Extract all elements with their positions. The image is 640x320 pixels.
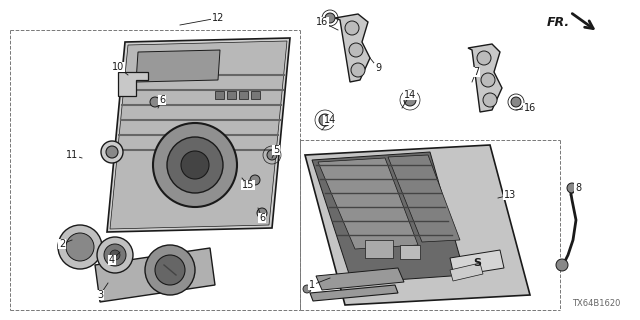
Polygon shape bbox=[388, 155, 460, 242]
Text: 3: 3 bbox=[97, 290, 103, 300]
Text: 8: 8 bbox=[575, 183, 581, 193]
Circle shape bbox=[145, 245, 195, 295]
Text: 16: 16 bbox=[316, 17, 328, 27]
Circle shape bbox=[567, 183, 577, 193]
Circle shape bbox=[66, 233, 94, 261]
Polygon shape bbox=[110, 41, 287, 229]
Circle shape bbox=[351, 63, 365, 77]
Polygon shape bbox=[107, 38, 290, 232]
Text: 5: 5 bbox=[273, 145, 279, 155]
Bar bbox=[239, 91, 248, 99]
Polygon shape bbox=[136, 50, 220, 82]
Polygon shape bbox=[335, 14, 370, 82]
Text: S: S bbox=[473, 258, 481, 268]
Text: 13: 13 bbox=[504, 190, 516, 200]
Text: 2: 2 bbox=[59, 239, 65, 249]
Circle shape bbox=[104, 244, 126, 266]
Circle shape bbox=[110, 250, 120, 260]
Text: 15: 15 bbox=[242, 180, 254, 190]
Circle shape bbox=[153, 123, 237, 207]
Polygon shape bbox=[118, 72, 148, 96]
Circle shape bbox=[319, 114, 331, 126]
Circle shape bbox=[404, 94, 416, 106]
Circle shape bbox=[303, 285, 311, 293]
Bar bbox=[215, 91, 224, 99]
Circle shape bbox=[150, 97, 160, 107]
Text: 12: 12 bbox=[212, 13, 224, 23]
Bar bbox=[227, 91, 236, 99]
Circle shape bbox=[511, 97, 521, 107]
Circle shape bbox=[181, 151, 209, 179]
Circle shape bbox=[58, 225, 102, 269]
Polygon shape bbox=[305, 145, 530, 305]
Polygon shape bbox=[312, 152, 465, 283]
Text: 14: 14 bbox=[324, 115, 336, 125]
Text: 16: 16 bbox=[524, 103, 536, 113]
Text: 6: 6 bbox=[159, 95, 165, 105]
Circle shape bbox=[481, 73, 495, 87]
Text: 11: 11 bbox=[66, 150, 78, 160]
Polygon shape bbox=[450, 263, 483, 281]
Circle shape bbox=[477, 51, 491, 65]
Text: TX64B1620: TX64B1620 bbox=[572, 299, 620, 308]
Text: FR.: FR. bbox=[547, 15, 570, 28]
Text: 4: 4 bbox=[109, 255, 115, 265]
Circle shape bbox=[325, 13, 335, 23]
Text: 9: 9 bbox=[375, 63, 381, 73]
Text: 6: 6 bbox=[259, 213, 265, 223]
Circle shape bbox=[106, 146, 118, 158]
Polygon shape bbox=[450, 250, 504, 276]
Circle shape bbox=[267, 150, 277, 160]
Polygon shape bbox=[318, 158, 418, 249]
Polygon shape bbox=[468, 44, 502, 112]
Bar bbox=[365, 240, 393, 258]
Polygon shape bbox=[95, 248, 215, 302]
Circle shape bbox=[483, 93, 497, 107]
Bar bbox=[400, 245, 420, 259]
Polygon shape bbox=[316, 268, 404, 290]
Circle shape bbox=[155, 255, 185, 285]
Circle shape bbox=[556, 259, 568, 271]
Circle shape bbox=[167, 137, 223, 193]
Text: 10: 10 bbox=[112, 62, 124, 72]
Circle shape bbox=[349, 43, 363, 57]
Text: 1: 1 bbox=[309, 280, 315, 290]
Bar bbox=[251, 91, 260, 99]
Circle shape bbox=[101, 141, 123, 163]
Circle shape bbox=[257, 208, 267, 218]
Polygon shape bbox=[310, 285, 398, 301]
Circle shape bbox=[345, 21, 359, 35]
Circle shape bbox=[250, 175, 260, 185]
Text: 14: 14 bbox=[404, 90, 416, 100]
Circle shape bbox=[97, 237, 133, 273]
Text: 7: 7 bbox=[473, 67, 479, 77]
